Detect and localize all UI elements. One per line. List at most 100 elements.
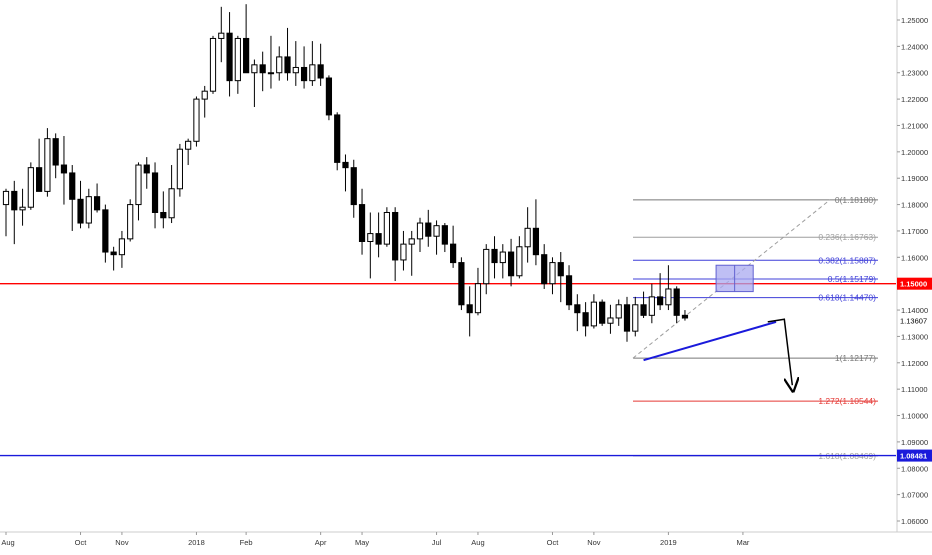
candle-body-down <box>392 211 399 261</box>
candle-body-up <box>367 233 374 242</box>
candle-body-up <box>549 262 556 285</box>
candle-body-down <box>565 275 573 306</box>
candle <box>85 188 92 229</box>
candle <box>19 188 26 226</box>
candle-body-up <box>234 37 241 82</box>
candle-body-down <box>143 164 150 174</box>
candle-body-up <box>44 138 51 192</box>
candle <box>549 257 556 295</box>
candle-body-down <box>102 209 109 253</box>
candle-body-up <box>499 251 506 264</box>
candle <box>317 43 324 86</box>
candle <box>632 296 639 337</box>
candle <box>243 4 250 74</box>
candle-body-up <box>85 196 92 224</box>
x-axis[interactable]: Aug Oct Nov 2018 Feb Apr May Jul Aug Oct Nov 2019 Ma… <box>0 531 932 547</box>
candle <box>69 165 76 231</box>
candle-body-down <box>259 64 266 74</box>
candle-body-down <box>491 248 498 264</box>
candle <box>681 310 689 321</box>
candle-body-down <box>151 172 159 213</box>
y-tick-label: 1.22000 <box>901 95 928 104</box>
y-tick-label: 1.12000 <box>901 359 928 368</box>
candle-body-down <box>160 211 167 219</box>
candle <box>218 6 225 63</box>
y-tick-label: 1.24000 <box>901 42 928 51</box>
candle <box>110 246 117 271</box>
price-axis-badge-label: 1.08481 <box>900 452 927 461</box>
candle-body-down <box>52 138 59 166</box>
y-tick-label: 1.18000 <box>901 201 928 210</box>
candle-body-up <box>665 288 672 306</box>
y-tick-label: 1.23000 <box>901 69 928 78</box>
candle-body-down <box>375 233 382 245</box>
y-tick-label: 1.19000 <box>901 174 928 183</box>
x-tick-label: Oct <box>75 538 88 547</box>
candle <box>201 85 208 118</box>
candle-body-down <box>317 64 324 79</box>
candle-body-up <box>267 72 275 75</box>
y-tick-label: 1.10000 <box>901 412 928 421</box>
x-tick-label: Nov <box>115 538 129 547</box>
candle <box>284 27 291 81</box>
candle-body-up <box>176 148 183 190</box>
candle <box>259 51 266 92</box>
x-tick-label: Nov <box>587 538 601 547</box>
y-tick-label: 1.25000 <box>901 16 928 25</box>
candle-body-down <box>541 254 548 285</box>
candle-body-down <box>60 164 68 174</box>
y-tick-label: 1.21000 <box>901 121 928 130</box>
candle <box>367 212 374 279</box>
candle <box>334 112 341 171</box>
y-tick-label: 1.13000 <box>901 332 928 341</box>
candle-body-up <box>524 227 531 248</box>
fib-level-label: 0(1.18180) <box>835 195 876 205</box>
candle-body-up <box>408 238 415 245</box>
candle <box>176 143 183 197</box>
x-tick-label: Aug <box>1 538 14 547</box>
candle-body-down <box>425 222 432 237</box>
candle <box>209 35 217 94</box>
candle <box>375 212 382 258</box>
projection-arrow[interactable] <box>767 318 793 385</box>
candle <box>392 207 399 282</box>
candle-body-up <box>209 37 217 92</box>
candle-body-down <box>466 304 473 314</box>
horizontal-lines[interactable] <box>0 283 896 457</box>
candle <box>466 286 473 337</box>
ascending-trendline[interactable] <box>643 320 777 362</box>
candle <box>599 299 606 326</box>
candle <box>309 41 316 86</box>
candle <box>77 180 84 229</box>
candle-body-up <box>383 211 390 245</box>
candle <box>557 252 564 303</box>
y-axis[interactable]: 1.25000 1.24000 1.23000 1.22000 1.21000 1.200… <box>896 0 932 532</box>
candle-body-up <box>590 301 597 327</box>
candle-body-up <box>168 188 175 219</box>
candle-body-down <box>673 288 680 316</box>
y-tick-label: 1.06000 <box>901 517 928 526</box>
candle <box>234 35 241 94</box>
candle-body-up <box>632 304 639 332</box>
fib-level-label: 0.382(1.15887) <box>818 255 876 265</box>
fib-level-label: 1.272(1.10544) <box>818 396 876 406</box>
candle-body-up <box>201 90 208 100</box>
candle-body-down <box>623 304 631 332</box>
fib-level-label: 1(1.12177) <box>835 353 876 363</box>
candle-body-up <box>400 243 407 261</box>
candle-body-down <box>342 161 349 169</box>
candle-body-up <box>127 204 134 240</box>
candle-body-down <box>300 66 308 82</box>
candle <box>27 162 34 210</box>
candle <box>383 207 390 247</box>
candle <box>160 191 167 229</box>
x-tick-label: 2018 <box>188 538 205 547</box>
drawings[interactable] <box>643 264 793 385</box>
x-tick-label: Apr <box>315 538 327 547</box>
candle <box>474 267 482 316</box>
candle <box>532 199 540 266</box>
candle <box>565 265 573 311</box>
candle <box>143 157 150 189</box>
candle <box>582 302 589 337</box>
